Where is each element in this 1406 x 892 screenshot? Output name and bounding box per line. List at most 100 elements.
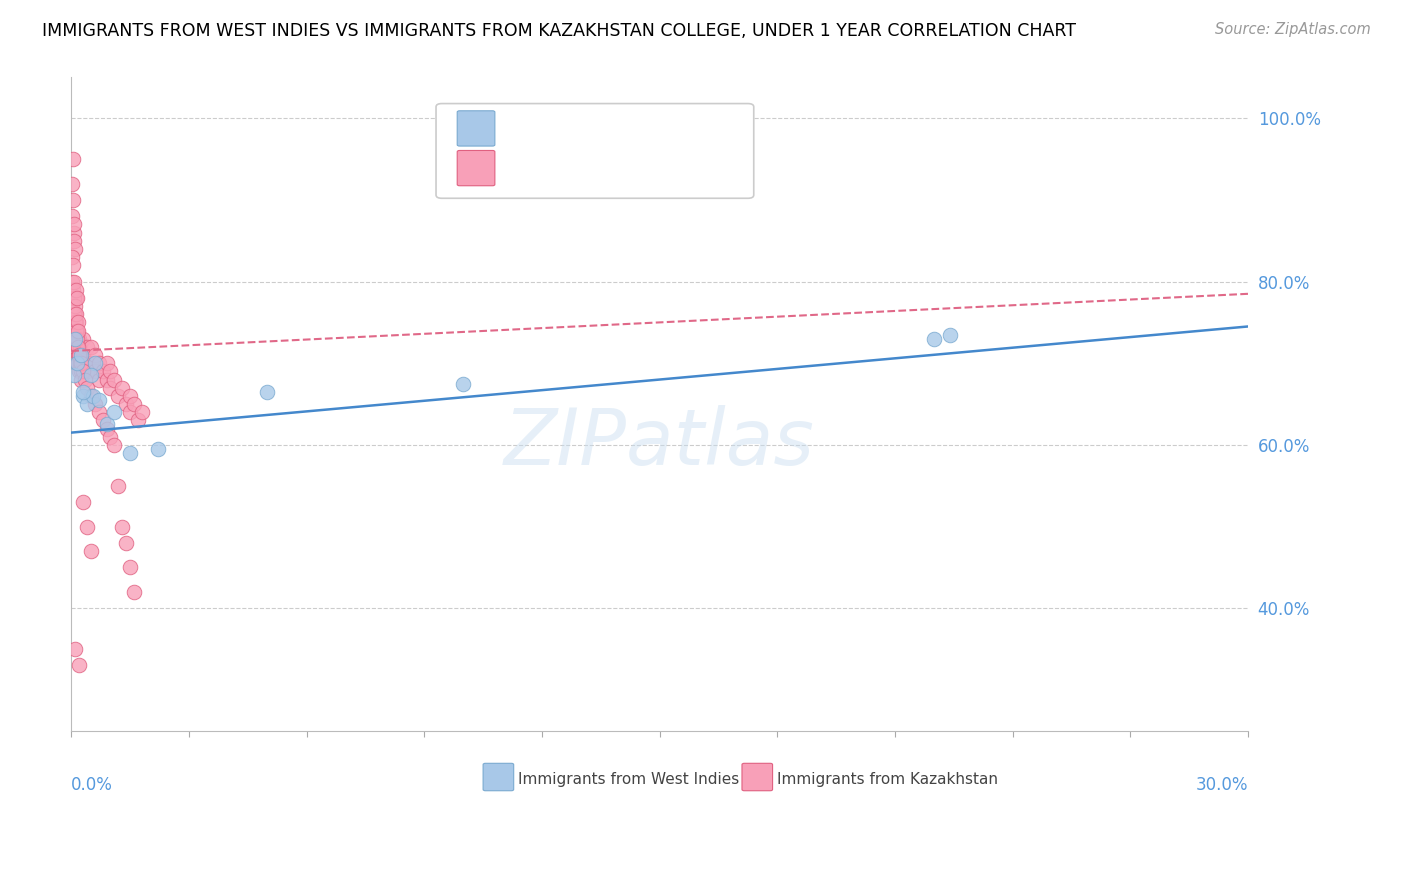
Point: [63, 368, 86, 383]
Point: [96, 421, 118, 435]
Point: [100, 364, 122, 378]
Point: [111, 519, 134, 533]
Point: [63, 291, 86, 305]
Point: [63, 299, 86, 313]
Point: [69, 364, 91, 378]
Point: [62, 299, 84, 313]
Point: [73, 372, 96, 386]
Point: [72, 384, 94, 399]
Text: 30.0%: 30.0%: [1195, 776, 1249, 795]
Point: [256, 384, 278, 399]
Point: [87, 405, 110, 419]
Point: [80, 356, 103, 370]
Point: [69, 356, 91, 370]
Point: [62, 226, 84, 240]
Point: [83, 348, 105, 362]
Point: [63, 234, 86, 248]
Point: [62, 193, 84, 207]
Point: [66, 348, 89, 362]
Point: [76, 340, 98, 354]
Point: [65, 324, 87, 338]
Point: [103, 372, 125, 386]
Point: [63, 332, 86, 346]
Point: [120, 389, 142, 403]
Point: [66, 315, 89, 329]
Point: [67, 348, 90, 362]
Point: [67, 348, 90, 362]
Point: [120, 446, 142, 460]
Point: [120, 405, 142, 419]
Point: [69, 340, 91, 354]
Point: [62, 152, 84, 166]
Point: [96, 372, 118, 386]
Point: [72, 495, 94, 509]
Point: [922, 332, 945, 346]
Point: [120, 560, 142, 574]
Point: [80, 368, 103, 383]
Point: [122, 584, 145, 599]
Point: [63, 242, 86, 256]
Point: [70, 372, 93, 386]
Point: [72, 356, 94, 370]
Point: [65, 315, 87, 329]
Point: [63, 275, 86, 289]
Point: [76, 397, 98, 411]
FancyBboxPatch shape: [742, 764, 772, 790]
Point: [60, 250, 83, 264]
Point: [83, 356, 105, 370]
Point: [146, 442, 169, 456]
Point: [66, 324, 89, 338]
Point: [939, 327, 962, 342]
Point: [100, 381, 122, 395]
Point: [70, 348, 93, 362]
Text: R = 0.346   N = 19: R = 0.346 N = 19: [510, 120, 681, 137]
Point: [103, 405, 125, 419]
Point: [103, 438, 125, 452]
Point: [72, 332, 94, 346]
Point: [65, 283, 87, 297]
Point: [66, 291, 89, 305]
Text: ZIPatlas: ZIPatlas: [505, 405, 815, 481]
Text: Immigrants from Kazakhstan: Immigrants from Kazakhstan: [778, 772, 998, 787]
Point: [76, 356, 98, 370]
Point: [76, 381, 98, 395]
Point: [91, 413, 114, 427]
FancyBboxPatch shape: [484, 764, 513, 790]
Point: [65, 307, 87, 321]
Point: [70, 356, 93, 370]
Point: [60, 177, 83, 191]
Text: Immigrants from West Indies: Immigrants from West Indies: [519, 772, 740, 787]
Point: [66, 356, 89, 370]
Point: [80, 389, 103, 403]
Point: [72, 364, 94, 378]
Text: 0.0%: 0.0%: [72, 776, 112, 795]
Point: [62, 209, 84, 223]
Point: [76, 364, 98, 378]
Point: [96, 417, 118, 432]
Point: [87, 372, 110, 386]
Y-axis label: College, Under 1 year: College, Under 1 year: [0, 313, 8, 494]
FancyBboxPatch shape: [457, 151, 495, 186]
Point: [67, 340, 90, 354]
Point: [65, 291, 87, 305]
Point: [62, 258, 84, 272]
Point: [66, 332, 89, 346]
Point: [72, 389, 94, 403]
Point: [82, 389, 104, 403]
Point: [83, 364, 105, 378]
Point: [107, 478, 129, 492]
Point: [96, 356, 118, 370]
Text: IMMIGRANTS FROM WEST INDIES VS IMMIGRANTS FROM KAZAKHSTAN COLLEGE, UNDER 1 YEAR : IMMIGRANTS FROM WEST INDIES VS IMMIGRANT…: [42, 22, 1076, 40]
Point: [127, 413, 149, 427]
FancyBboxPatch shape: [436, 103, 754, 198]
Point: [83, 397, 105, 411]
Point: [115, 397, 138, 411]
Point: [62, 283, 84, 297]
Point: [67, 332, 90, 346]
Point: [62, 307, 84, 321]
Point: [66, 324, 89, 338]
Point: [115, 536, 138, 550]
Point: [107, 389, 129, 403]
Point: [76, 519, 98, 533]
FancyBboxPatch shape: [457, 111, 495, 146]
